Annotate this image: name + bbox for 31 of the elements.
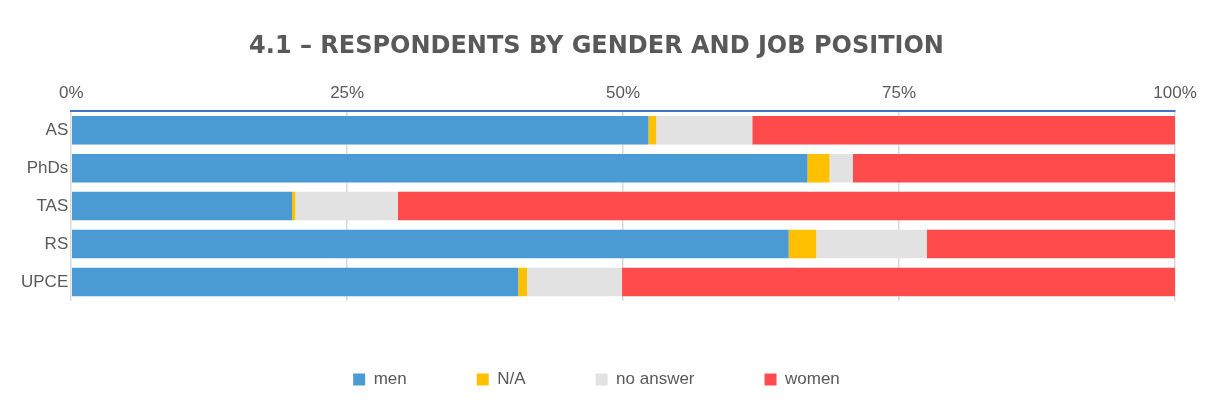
y-tick-label: TAS [36, 195, 69, 215]
y-tick-label: RS [44, 233, 69, 253]
x-tick-label: 100% [1153, 82, 1197, 102]
bar [518, 267, 528, 297]
bar [397, 191, 1175, 221]
bar [752, 115, 1175, 145]
legend-label: women [784, 369, 840, 389]
bar [807, 153, 830, 183]
legend-label: no answer [616, 369, 695, 389]
x-tick-label: 25% [330, 82, 365, 102]
bar [71, 229, 789, 259]
x-tick-label: 50% [606, 82, 641, 102]
bar [527, 267, 623, 297]
bar [788, 229, 817, 259]
bar [71, 115, 649, 145]
bar [656, 115, 753, 145]
x-tick-label: 0% [58, 82, 84, 102]
chart-title: 4.1 – RESPONDENTS BY GENDER AND JOB POSITION [249, 30, 944, 59]
y-tick-label: UPCE [21, 271, 69, 291]
legend-label: men [373, 369, 407, 389]
bar [852, 153, 1175, 183]
bar [926, 229, 1175, 259]
x-tick-label: 75% [882, 82, 917, 102]
y-tick-label: PhDs [26, 157, 69, 177]
bar [622, 267, 1175, 297]
legend-label: N/A [497, 369, 527, 389]
bar [71, 267, 519, 297]
bar [71, 191, 292, 221]
bar [829, 153, 853, 183]
y-tick-label: AS [45, 119, 69, 139]
bar [71, 153, 808, 183]
